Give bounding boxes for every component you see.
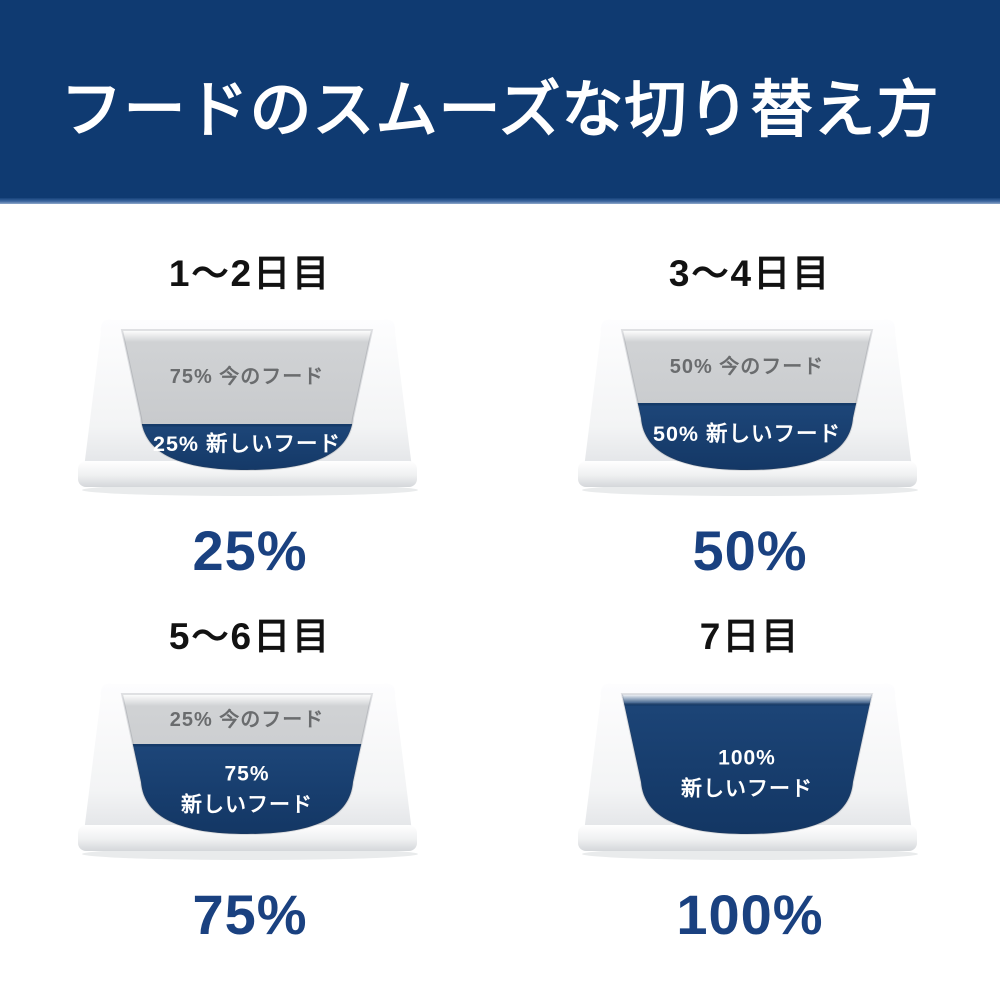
header-accent-strip [0, 198, 1000, 204]
bowl-inner-highlight [622, 693, 872, 705]
new-food-label: 25% 新しいフード [153, 431, 341, 456]
bowl-base [578, 824, 917, 851]
bowl-base [78, 824, 417, 851]
bowl-inner-edge [620, 692, 874, 835]
infographic-page: フードのスムーズな切り替え方 1〜2日目 75% 今のフード 25% 新しいフー… [0, 0, 1000, 944]
old-food-label: 75% 今のフード [170, 364, 325, 388]
bowl-inner-edge [120, 329, 374, 472]
bowl-inner-edge [620, 329, 874, 472]
old-food-label: 25% 今のフード [170, 707, 325, 731]
step-card-day7: 7日目 100% 新しいフード 100% [500, 581, 1000, 944]
bowl-inner-edge [120, 692, 374, 835]
bowl-inner-highlight [122, 330, 372, 343]
food-surface-seam [622, 403, 872, 406]
steps-grid: 1〜2日目 75% 今のフード 25% 新しいフード 25% 3〜4日目 [0, 204, 1000, 944]
old-food-label: 50% 今のフード [670, 354, 825, 378]
bowl-inner-highlight [622, 330, 872, 343]
new-food-label-line1: 100% [718, 746, 776, 769]
new-food-percent-label: 25% [192, 519, 308, 583]
new-food-percent-label: 50% [692, 519, 808, 583]
step-card-day3-4: 3〜4日目 50% 今のフード 50% 新しいフード 50% [500, 204, 1000, 581]
header-banner: フードのスムーズな切り替え方 [0, 0, 1000, 198]
day-label: 1〜2日目 [168, 253, 332, 294]
bowl-base [78, 461, 417, 488]
new-food-label-line2: 新しいフード [681, 776, 813, 800]
page-title: フードのスムーズな切り替え方 [60, 76, 940, 145]
day-label: 7日目 [699, 616, 801, 658]
step-card-day1-2: 1〜2日目 75% 今のフード 25% 新しいフード 25% [0, 204, 500, 581]
new-food-percent-label: 75% [192, 882, 308, 946]
new-food-label-line2: 新しいフード [181, 792, 313, 816]
day-label: 5〜6日目 [168, 616, 332, 658]
step-card-day5-6: 5〜6日目 25% 今のフード 75% 新しいフード 75% [0, 581, 500, 944]
new-food-percent-label: 100% [676, 882, 824, 946]
food-bowl-illustration: 75% 今のフード 25% 新しいフード [78, 320, 418, 497]
food-bowl-illustration: 25% 今のフード 75% 新しいフード [78, 683, 418, 860]
food-bowl-illustration: 100% 新しいフード [578, 683, 918, 860]
bowl-base [578, 461, 917, 488]
new-food-label: 50% 新しいフード [653, 421, 841, 446]
food-surface-seam [122, 424, 372, 427]
food-bowl-illustration: 50% 今のフード 50% 新しいフード [578, 320, 918, 497]
day-label: 3〜4日目 [668, 253, 832, 294]
bowl-inner-highlight [122, 693, 372, 706]
food-surface-seam [122, 743, 372, 747]
new-food-fill [622, 693, 872, 834]
new-food-label-line1: 75% [224, 762, 269, 785]
